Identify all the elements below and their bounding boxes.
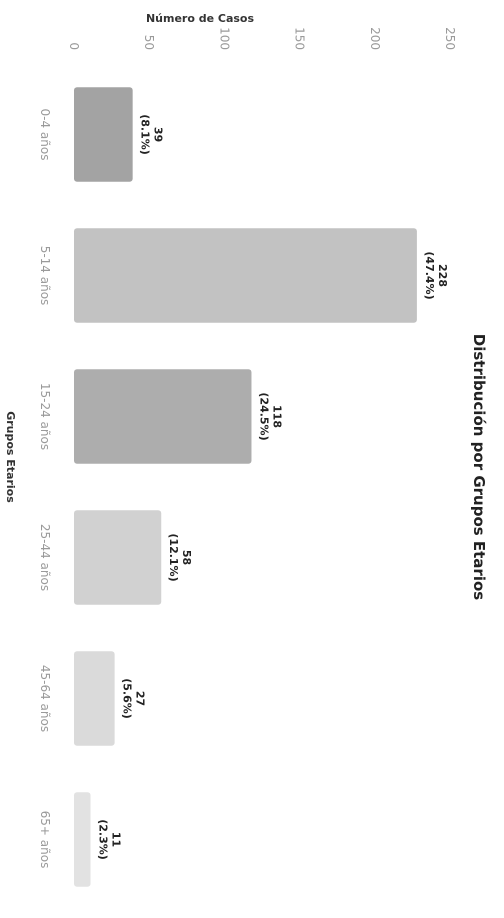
data-label: 39(8.1%) [139,114,165,155]
y-tick-labels-group: 0 50 100 150 200 250 [67,27,457,50]
y-tick-label: 150 [293,27,307,50]
bar [74,87,133,182]
category-label: 65+ años [38,811,52,869]
bar [74,792,91,887]
bar [74,651,115,746]
y-tick-label: 0 [67,42,81,50]
data-label: 11(2.3%) [97,819,123,860]
bar [74,228,417,323]
bar [74,369,252,464]
y-tick-label: 250 [443,27,457,50]
data-label: 58(12.1%) [167,533,193,581]
category-label: 15-24 años [38,383,52,450]
category-label: 45-64 años [38,665,52,732]
data-label: 228(47.4%) [423,251,449,299]
bar [73,510,162,605]
data-label: 27(5.6%) [121,678,147,719]
chart-title: Distribución por Grupos Etarios [470,334,488,601]
y-tick-label: 100 [217,27,231,50]
category-labels-group: 0-4 años 5-14 años 15-24 años 25-44 años 45-… [38,109,52,869]
category-label: 5-14 años [38,246,52,306]
y-tick-label: 200 [368,27,382,50]
data-labels-group: 39(8.1%) 228(47.4%) 118(24.5%) 58(12.1%) 27(… [97,114,449,860]
bars-group [73,87,417,887]
y-axis-title: Número de Casos [146,12,255,25]
category-label: 25-44 años [38,524,52,591]
x-axis-title: Grupos Etarios [4,411,17,503]
category-label: 0-4 años [38,109,52,161]
y-tick-label: 50 [142,35,156,50]
data-label: 118(24.5%) [257,392,283,440]
